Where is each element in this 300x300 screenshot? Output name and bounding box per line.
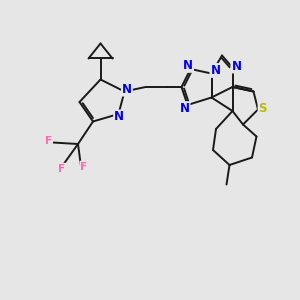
Text: N: N [231,59,242,73]
Text: F: F [45,136,52,146]
Text: N: N [210,64,220,77]
Text: N: N [122,82,132,96]
Text: N: N [179,102,190,115]
Text: N: N [183,59,193,72]
Text: S: S [259,101,267,115]
Text: F: F [80,161,88,172]
Text: N: N [114,110,124,124]
Text: F: F [58,164,65,174]
